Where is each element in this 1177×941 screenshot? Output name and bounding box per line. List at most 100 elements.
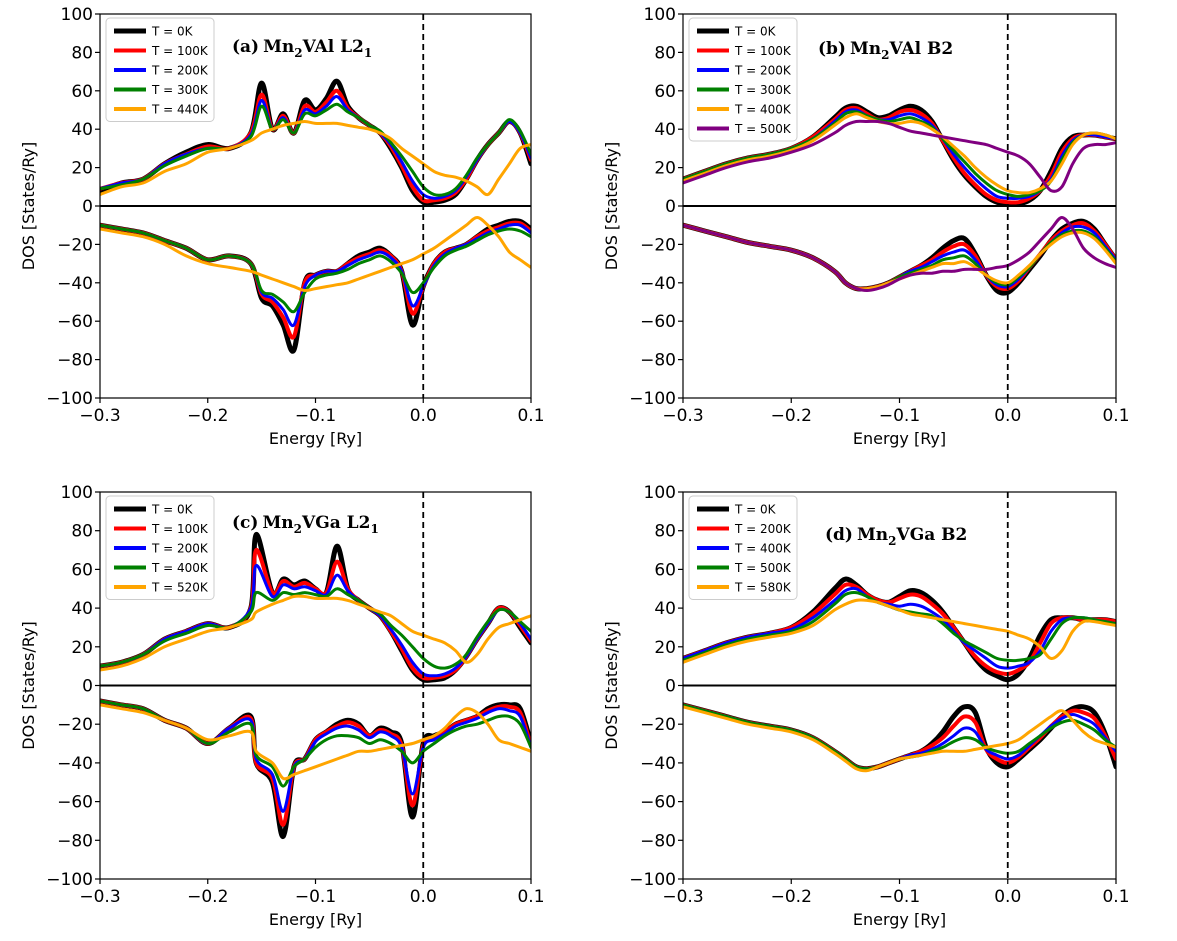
panel-title-label: (c) xyxy=(232,513,258,533)
y-tick-label: −40 xyxy=(57,274,93,294)
panel-title-rest: VGa B2 xyxy=(896,525,968,545)
panel-title-sub2: 1 xyxy=(370,522,378,536)
panel-title: (c) Mn2VGa L21 xyxy=(232,513,379,536)
x-axis-label: Energy [Ry] xyxy=(269,429,362,448)
y-tick-label: 100 xyxy=(644,483,676,503)
y-tick-label: 20 xyxy=(654,159,676,179)
legend-entry: T = 0K xyxy=(151,25,194,39)
y-tick-label: 100 xyxy=(61,5,93,25)
x-tick-label: −0.1 xyxy=(879,406,920,426)
legend-entry: T = 400K xyxy=(151,561,209,575)
panel-title-sub: 2 xyxy=(881,48,889,62)
legend: T = 0K T = 100K T = 200K T = 300K T = 400K T … xyxy=(688,17,798,142)
series-line-down-5 xyxy=(683,216,1116,292)
series-group xyxy=(100,532,531,839)
y-tick-label: −60 xyxy=(57,793,93,813)
series-line-up-4 xyxy=(683,112,1116,195)
y-tick-label: −20 xyxy=(640,715,676,735)
x-tick-label: −0.1 xyxy=(295,887,336,907)
y-tick-label: −60 xyxy=(640,793,676,813)
x-axis-label: Energy [Ry] xyxy=(853,429,946,448)
y-tick-label: 40 xyxy=(654,120,676,140)
x-tick-label: 0.1 xyxy=(1102,887,1129,907)
legend-entry: T = 500K xyxy=(734,561,792,575)
panel-title: (a) Mn2VAl L21 xyxy=(232,37,372,60)
panel-title-label: (b) xyxy=(818,39,846,59)
x-tick-label: 0.1 xyxy=(517,406,544,426)
y-tick-label: −80 xyxy=(640,831,676,851)
series-line-up-5 xyxy=(683,119,1116,193)
y-axis-label: DOS [States/Ry] xyxy=(19,142,38,270)
y-tick-label: −40 xyxy=(640,754,676,774)
legend-entry: T = 0K xyxy=(734,25,777,39)
y-tick-label: −20 xyxy=(57,715,93,735)
y-tick-label: −100 xyxy=(46,870,93,890)
legend-entry: T = 300K xyxy=(734,83,792,97)
panel-title-sub2: 1 xyxy=(364,46,372,60)
y-tick-label: 20 xyxy=(71,638,93,658)
y-tick-label: −100 xyxy=(629,389,676,409)
panel-title-sub: 2 xyxy=(294,522,302,536)
y-tick-label: −40 xyxy=(640,274,676,294)
y-tick-label: −80 xyxy=(640,351,676,371)
series-line-down-0 xyxy=(683,218,1116,296)
legend-entry: T = 400K xyxy=(734,103,792,117)
series-line-down-4 xyxy=(100,216,531,293)
chart-panel-d: 100 80 60 40 20 0 −20 −40 −60 −80 −100−0.3 −0.2 −0.1… xyxy=(602,483,1130,929)
series-group xyxy=(683,103,1116,296)
x-tick-label: −0.3 xyxy=(662,406,703,426)
legend-entry: T = 200K xyxy=(734,522,792,536)
x-axis-label: Energy [Ry] xyxy=(269,910,362,929)
y-tick-label: −20 xyxy=(57,235,93,255)
panel-title-main: Mn xyxy=(850,39,881,59)
y-tick-label: 80 xyxy=(654,43,676,63)
y-tick-label: 0 xyxy=(82,677,93,697)
x-tick-label: 0.0 xyxy=(410,406,437,426)
panel-title-rest: VAl L2 xyxy=(302,37,364,57)
x-tick-label: −0.2 xyxy=(187,406,228,426)
y-tick-label: 40 xyxy=(71,599,93,619)
panel-title-rest: VGa L2 xyxy=(301,513,370,533)
panel-title-sub: 2 xyxy=(888,534,896,548)
y-tick-label: 60 xyxy=(654,82,676,102)
legend: T = 0K T = 100K T = 200K T = 400K T = 520K xyxy=(105,495,215,600)
legend-entry: T = 100K xyxy=(151,522,209,536)
legend-entry: T = 200K xyxy=(151,64,209,78)
y-tick-label: 60 xyxy=(71,82,93,102)
y-tick-label: 60 xyxy=(71,560,93,580)
legend-entry: T = 0K xyxy=(734,503,777,517)
series-line-down-4 xyxy=(100,703,531,781)
y-tick-label: −80 xyxy=(57,831,93,851)
panel-title-rest: VAl B2 xyxy=(889,39,954,59)
legend: T = 0K T = 200K T = 400K T = 500K T = 580K xyxy=(688,495,798,600)
y-tick-label: 80 xyxy=(71,43,93,63)
y-axis-label: DOS [States/Ry] xyxy=(602,621,621,749)
x-tick-label: 0.1 xyxy=(1102,406,1129,426)
legend-box xyxy=(105,495,215,600)
legend-entry: T = 520K xyxy=(151,581,209,595)
x-tick-label: −0.2 xyxy=(187,887,228,907)
chart-panel-c: 100 80 60 40 20 0 −20 −40 −60 −80 −100−0.3 −0.2 −0.1… xyxy=(19,483,545,929)
series-line-down-3 xyxy=(100,223,531,314)
y-tick-label: −60 xyxy=(57,312,93,332)
y-tick-label: −100 xyxy=(629,870,676,890)
y-tick-label: −80 xyxy=(57,351,93,371)
x-axis-label: Energy [Ry] xyxy=(853,910,946,929)
y-tick-label: 80 xyxy=(654,522,676,542)
panel-title-main: Mn xyxy=(857,525,888,545)
series-line-down-2 xyxy=(100,699,531,813)
series-group xyxy=(683,576,1116,773)
y-tick-label: 20 xyxy=(654,638,676,658)
x-tick-label: 0.0 xyxy=(994,406,1021,426)
x-tick-label: −0.3 xyxy=(79,406,120,426)
y-tick-label: 60 xyxy=(654,560,676,580)
series-line-up-4 xyxy=(683,598,1116,664)
legend-box xyxy=(105,17,215,122)
panel-title-sub: 2 xyxy=(294,46,302,60)
x-tick-label: 0.0 xyxy=(410,887,437,907)
panel-title: (b) Mn2VAl B2 xyxy=(818,39,953,62)
y-tick-label: 20 xyxy=(71,159,93,179)
y-tick-label: 0 xyxy=(82,197,93,217)
chart-panel-b: 100 80 60 40 20 0 −20 −40 −60 −80 −100−0.3 −0.2 −0.1… xyxy=(602,5,1130,448)
